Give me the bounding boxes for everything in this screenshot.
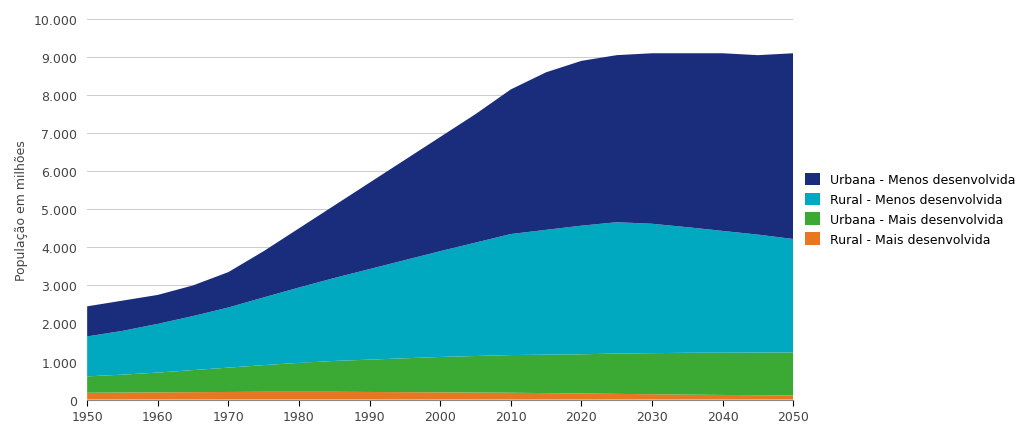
Y-axis label: População em milhões: População em milhões (14, 140, 28, 280)
Legend: Urbana - Menos desenvolvida, Rural - Menos desenvolvida, Urbana - Mais desenvolv: Urbana - Menos desenvolvida, Rural - Men… (799, 168, 1021, 251)
